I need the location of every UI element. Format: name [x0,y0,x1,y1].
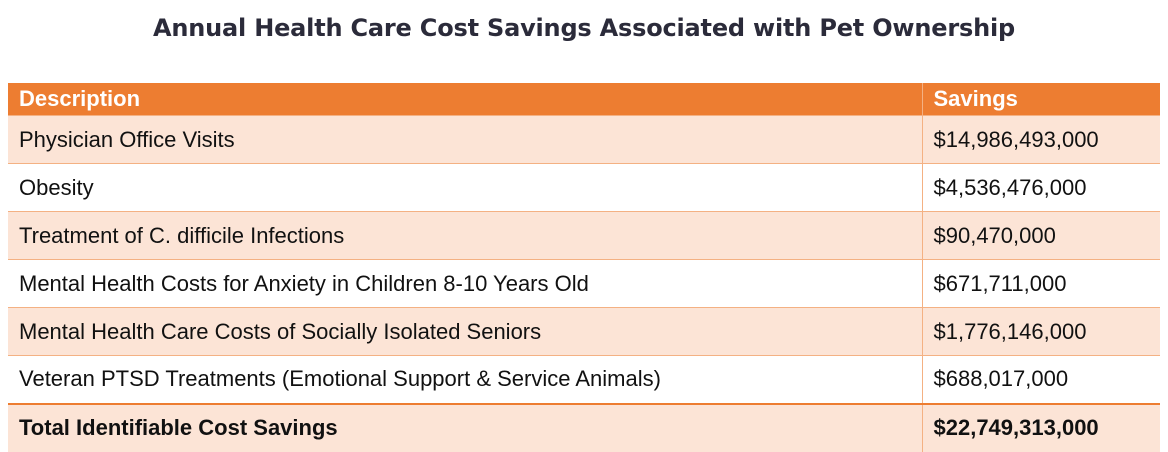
total-savings: $22,749,313,000 [921,402,1160,452]
column-header-savings: Savings [921,83,1160,116]
column-header-description: Description [19,86,141,111]
savings-table: Description Savings Physician Office Vis… [8,83,1160,452]
row-savings: $90,470,000 [921,211,1160,260]
row-description: Obesity [8,163,922,212]
row-savings: $4,536,476,000 [921,163,1160,212]
table-header-row: Description Savings [8,83,1160,116]
table-row: Treatment of C. difficile Infections $90… [8,211,1160,260]
table-row: Obesity $4,536,476,000 [8,163,1160,212]
row-description: Treatment of C. difficile Infections [8,211,922,260]
table-row: Mental Health Care Costs of Socially Iso… [8,307,1160,356]
row-description: Mental Health Care Costs of Socially Iso… [8,307,922,356]
row-description: Mental Health Costs for Anxiety in Child… [8,259,922,308]
row-savings: $671,711,000 [921,259,1160,308]
table-row: Physician Office Visits $14,986,493,000 [8,115,1160,164]
total-row: Total Identifiable Cost Savings $22,749,… [8,402,1160,452]
table-row: Mental Health Costs for Anxiety in Child… [8,259,1160,308]
row-savings: $14,986,493,000 [921,115,1160,164]
table-row: Veteran PTSD Treatments (Emotional Suppo… [8,355,1160,404]
row-description: Veteran PTSD Treatments (Emotional Suppo… [8,355,922,404]
page-title: Annual Health Care Cost Savings Associat… [153,14,1015,42]
row-description: Physician Office Visits [8,115,922,164]
total-description: Total Identifiable Cost Savings [8,402,922,452]
row-savings: $688,017,000 [921,355,1160,404]
row-savings: $1,776,146,000 [921,307,1160,356]
